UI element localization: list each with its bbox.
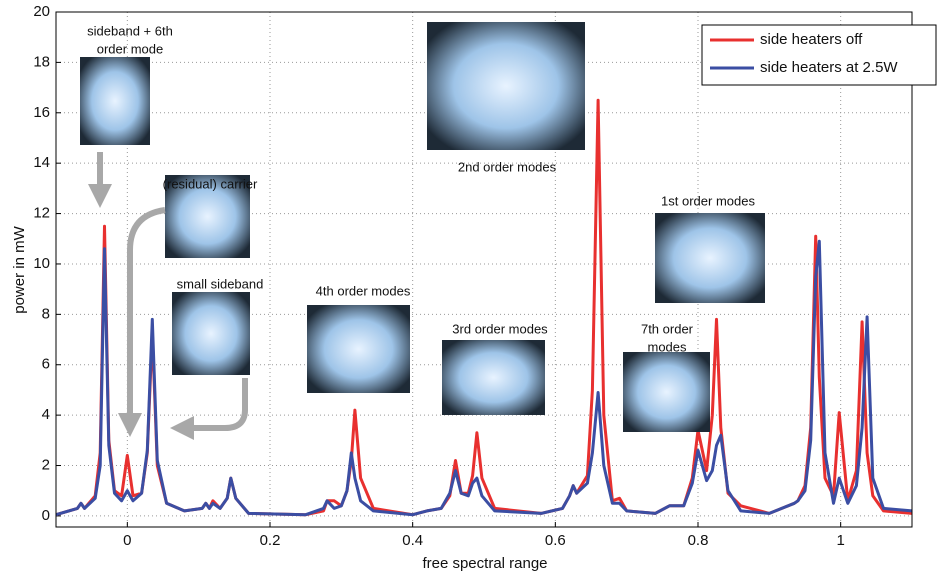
- annotation: 4th order modes: [316, 283, 411, 298]
- y-tick-label: 14: [33, 154, 50, 171]
- legend-label: side heaters off: [760, 31, 863, 48]
- mode-image: [172, 292, 250, 375]
- y-tick-label: 10: [33, 255, 50, 272]
- annotation: 3rd order modes: [452, 321, 548, 336]
- arrow: [118, 207, 166, 437]
- x-tick-label: 0.6: [545, 532, 566, 549]
- annotation: 7th order: [641, 321, 694, 336]
- x-tick-label: 0: [123, 532, 131, 549]
- annotation: sideband + 6th: [87, 23, 173, 38]
- legend-label: side heaters at 2.5W: [760, 59, 898, 76]
- mode-image: [442, 340, 545, 415]
- x-tick-label: 0.8: [688, 532, 709, 549]
- y-tick-label: 18: [33, 53, 50, 70]
- y-tick-label: 2: [42, 456, 50, 473]
- y-tick-label: 8: [42, 305, 50, 322]
- annotation: small sideband: [177, 276, 264, 291]
- x-tick-label: 0.2: [260, 532, 281, 549]
- y-tick-label: 12: [33, 205, 50, 222]
- annotation: (residual) carrier: [163, 176, 258, 191]
- y-tick-label: 20: [33, 3, 50, 20]
- series-line: [55, 239, 913, 517]
- annotation: modes: [647, 339, 687, 354]
- legend-box: [701, 24, 937, 86]
- y-tick-label: 6: [42, 356, 50, 373]
- mode-image: [623, 352, 710, 432]
- x-tick-label: 1: [836, 532, 844, 549]
- annotation: 2nd order modes: [458, 159, 557, 174]
- x-axis-label: free spectral range: [422, 555, 547, 572]
- mode-image: [655, 213, 765, 303]
- x-tick-label: 0.4: [402, 532, 423, 549]
- y-tick-label: 16: [33, 104, 50, 121]
- y-tick-label: 4: [42, 406, 50, 423]
- mode-image: [427, 22, 585, 150]
- annotation: 1st order modes: [661, 193, 755, 208]
- plot-frame: [55, 11, 913, 528]
- mode-image: [80, 57, 150, 145]
- legend: side heaters off side heaters at 2.5W: [701, 24, 937, 86]
- arrow: [170, 378, 248, 440]
- y-axis-label: power in mW: [11, 225, 28, 313]
- mode-image: [165, 175, 250, 258]
- mode-image: [307, 305, 410, 393]
- y-tick-label: 0: [42, 507, 50, 524]
- annotation: order mode: [97, 41, 163, 56]
